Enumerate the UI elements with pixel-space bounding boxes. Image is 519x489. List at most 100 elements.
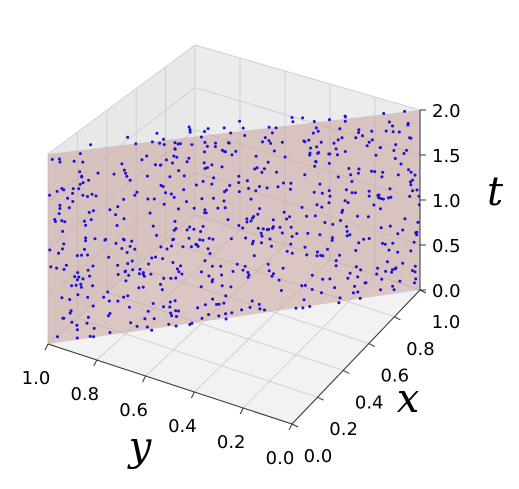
data-point <box>364 281 368 285</box>
data-point <box>246 275 250 279</box>
data-point <box>154 255 157 259</box>
data-point <box>332 141 336 145</box>
data-point <box>200 270 203 274</box>
data-point <box>361 134 364 138</box>
data-point <box>179 264 183 268</box>
data-point <box>306 231 310 235</box>
data-point <box>316 151 320 155</box>
data-point <box>216 206 220 210</box>
data-point <box>159 183 163 187</box>
axis-letters: y x t <box>127 169 504 470</box>
data-point <box>381 241 384 245</box>
data-point <box>338 253 342 257</box>
data-point <box>81 181 85 185</box>
data-point <box>84 236 88 240</box>
data-point <box>75 278 79 282</box>
data-point <box>266 160 270 164</box>
data-point <box>413 281 416 285</box>
data-point <box>231 269 235 273</box>
data-point <box>81 193 85 197</box>
data-point <box>393 157 397 160</box>
data-point <box>267 139 271 143</box>
x-tick-label: 0.6 <box>380 366 409 387</box>
data-point <box>398 279 402 283</box>
data-point <box>75 323 79 327</box>
data-point <box>174 276 178 280</box>
data-point <box>162 143 166 147</box>
data-point <box>212 196 215 200</box>
data-point <box>67 206 71 210</box>
data-point <box>258 185 261 188</box>
data-point <box>131 268 135 272</box>
data-point <box>162 276 166 280</box>
data-point <box>246 270 250 274</box>
data-point <box>392 149 396 152</box>
data-point <box>60 296 64 300</box>
data-point <box>181 245 185 249</box>
data-point <box>169 311 173 315</box>
data-point <box>177 309 180 313</box>
data-point <box>141 272 145 276</box>
data-point <box>320 205 324 209</box>
data-point <box>224 188 228 192</box>
data-point <box>229 131 233 135</box>
data-point <box>401 228 405 232</box>
data-point <box>289 225 293 229</box>
x-axis-line <box>291 289 421 425</box>
data-point <box>151 224 155 228</box>
data-point <box>108 208 112 212</box>
data-point <box>151 302 155 305</box>
x-tick-mark <box>291 423 299 428</box>
data-point <box>199 285 203 289</box>
data-point <box>106 314 110 318</box>
data-point <box>172 237 176 241</box>
data-point <box>90 192 94 196</box>
data-point <box>91 304 95 308</box>
data-point <box>401 261 405 265</box>
data-point <box>140 158 144 162</box>
data-point <box>385 260 389 264</box>
data-point <box>312 120 316 123</box>
data-point <box>126 262 130 266</box>
data-point <box>253 167 257 171</box>
data-point <box>207 236 211 240</box>
data-point <box>164 191 167 195</box>
data-point <box>115 224 119 227</box>
data-point <box>203 167 207 170</box>
data-point <box>391 130 395 134</box>
data-point <box>237 190 241 194</box>
data-point <box>380 277 384 281</box>
data-point <box>64 263 68 267</box>
data-point <box>141 285 145 289</box>
y-tick-label: 1.0 <box>22 368 51 389</box>
data-point <box>289 187 292 191</box>
y-tick-mark <box>142 375 147 383</box>
data-point <box>203 303 207 307</box>
data-point <box>411 189 415 193</box>
data-point <box>154 163 157 167</box>
data-point <box>345 225 348 229</box>
data-point <box>91 209 95 213</box>
data-point <box>155 131 159 135</box>
data-point <box>356 275 360 279</box>
data-point <box>308 305 312 308</box>
data-point <box>387 120 391 124</box>
data-point <box>133 247 137 251</box>
data-point <box>206 166 209 170</box>
data-point <box>365 144 369 148</box>
data-point <box>290 251 294 255</box>
data-point <box>397 130 401 134</box>
data-point <box>308 151 312 155</box>
data-point <box>158 163 162 167</box>
data-point <box>387 196 390 200</box>
data-point <box>187 236 191 240</box>
data-point <box>188 128 192 132</box>
data-point <box>211 237 215 241</box>
data-point <box>314 160 318 164</box>
data-point <box>290 116 294 119</box>
data-point <box>260 170 264 174</box>
data-point <box>289 242 293 246</box>
data-point <box>220 148 224 152</box>
data-point <box>348 271 352 275</box>
